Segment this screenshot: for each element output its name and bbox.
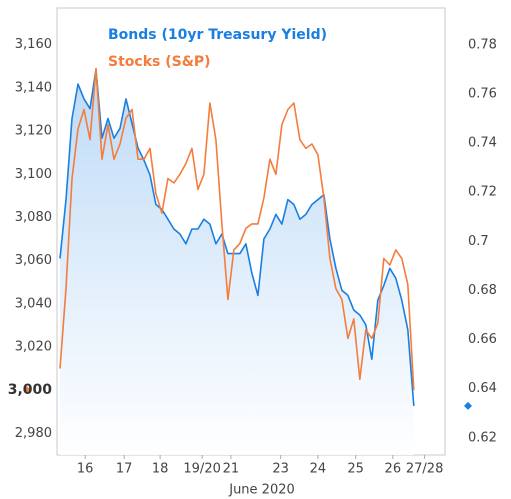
- x-tick-label: 17: [116, 462, 133, 477]
- x-tick-label: 18: [152, 462, 169, 477]
- x-tick-label: 24: [310, 462, 327, 477]
- y-tick-label: 3,020: [15, 340, 52, 355]
- y2-tick-label: 0.76: [468, 86, 497, 101]
- y2-tick-label: 0.68: [468, 283, 497, 298]
- y2-tick-label: 0.7: [468, 234, 489, 249]
- y2-tick-label: 0.78: [468, 37, 497, 52]
- x-tick-label: 27/28: [406, 462, 443, 477]
- series-line: [59, 68, 415, 406]
- y2-tick-label: 0.74: [468, 136, 497, 151]
- y-tick-label: 2,980: [15, 426, 52, 441]
- x-tick-label: 16: [77, 462, 94, 477]
- last-value-marker: [23, 386, 31, 395]
- y-tick-label: 3,140: [15, 80, 52, 95]
- y-tick-label: 3,120: [15, 124, 52, 139]
- x-tick-label: 25: [347, 462, 364, 477]
- x-tick-label: 23: [272, 462, 289, 477]
- x-tick-label: 26: [385, 462, 402, 477]
- y2-tick-label: 0.62: [468, 430, 497, 445]
- legend-entry: Bonds (10yr Treasury Yield): [108, 27, 327, 43]
- y-tick-label: 3,040: [15, 296, 52, 311]
- y-tick-label: 3,100: [15, 167, 52, 182]
- y-tick-label: 3,080: [15, 210, 52, 225]
- last-value-marker: [464, 401, 472, 410]
- last-value-label: 3,000: [8, 382, 53, 398]
- y-tick-label: 3,160: [15, 37, 52, 52]
- x-tick-label: 21: [223, 462, 240, 477]
- y-tick-label: 3,060: [15, 253, 52, 268]
- y2-tick-label: 0.64: [468, 381, 497, 396]
- y2-tick-label: 0.72: [468, 185, 497, 200]
- series-line: [59, 67, 415, 391]
- y2-tick-label: 0.66: [468, 332, 497, 347]
- series-area: [60, 69, 414, 456]
- x-tick-label: 19/20: [183, 462, 220, 477]
- x-axis-label: June 2020: [228, 483, 295, 498]
- legend-entry: Stocks (S&P): [108, 54, 211, 70]
